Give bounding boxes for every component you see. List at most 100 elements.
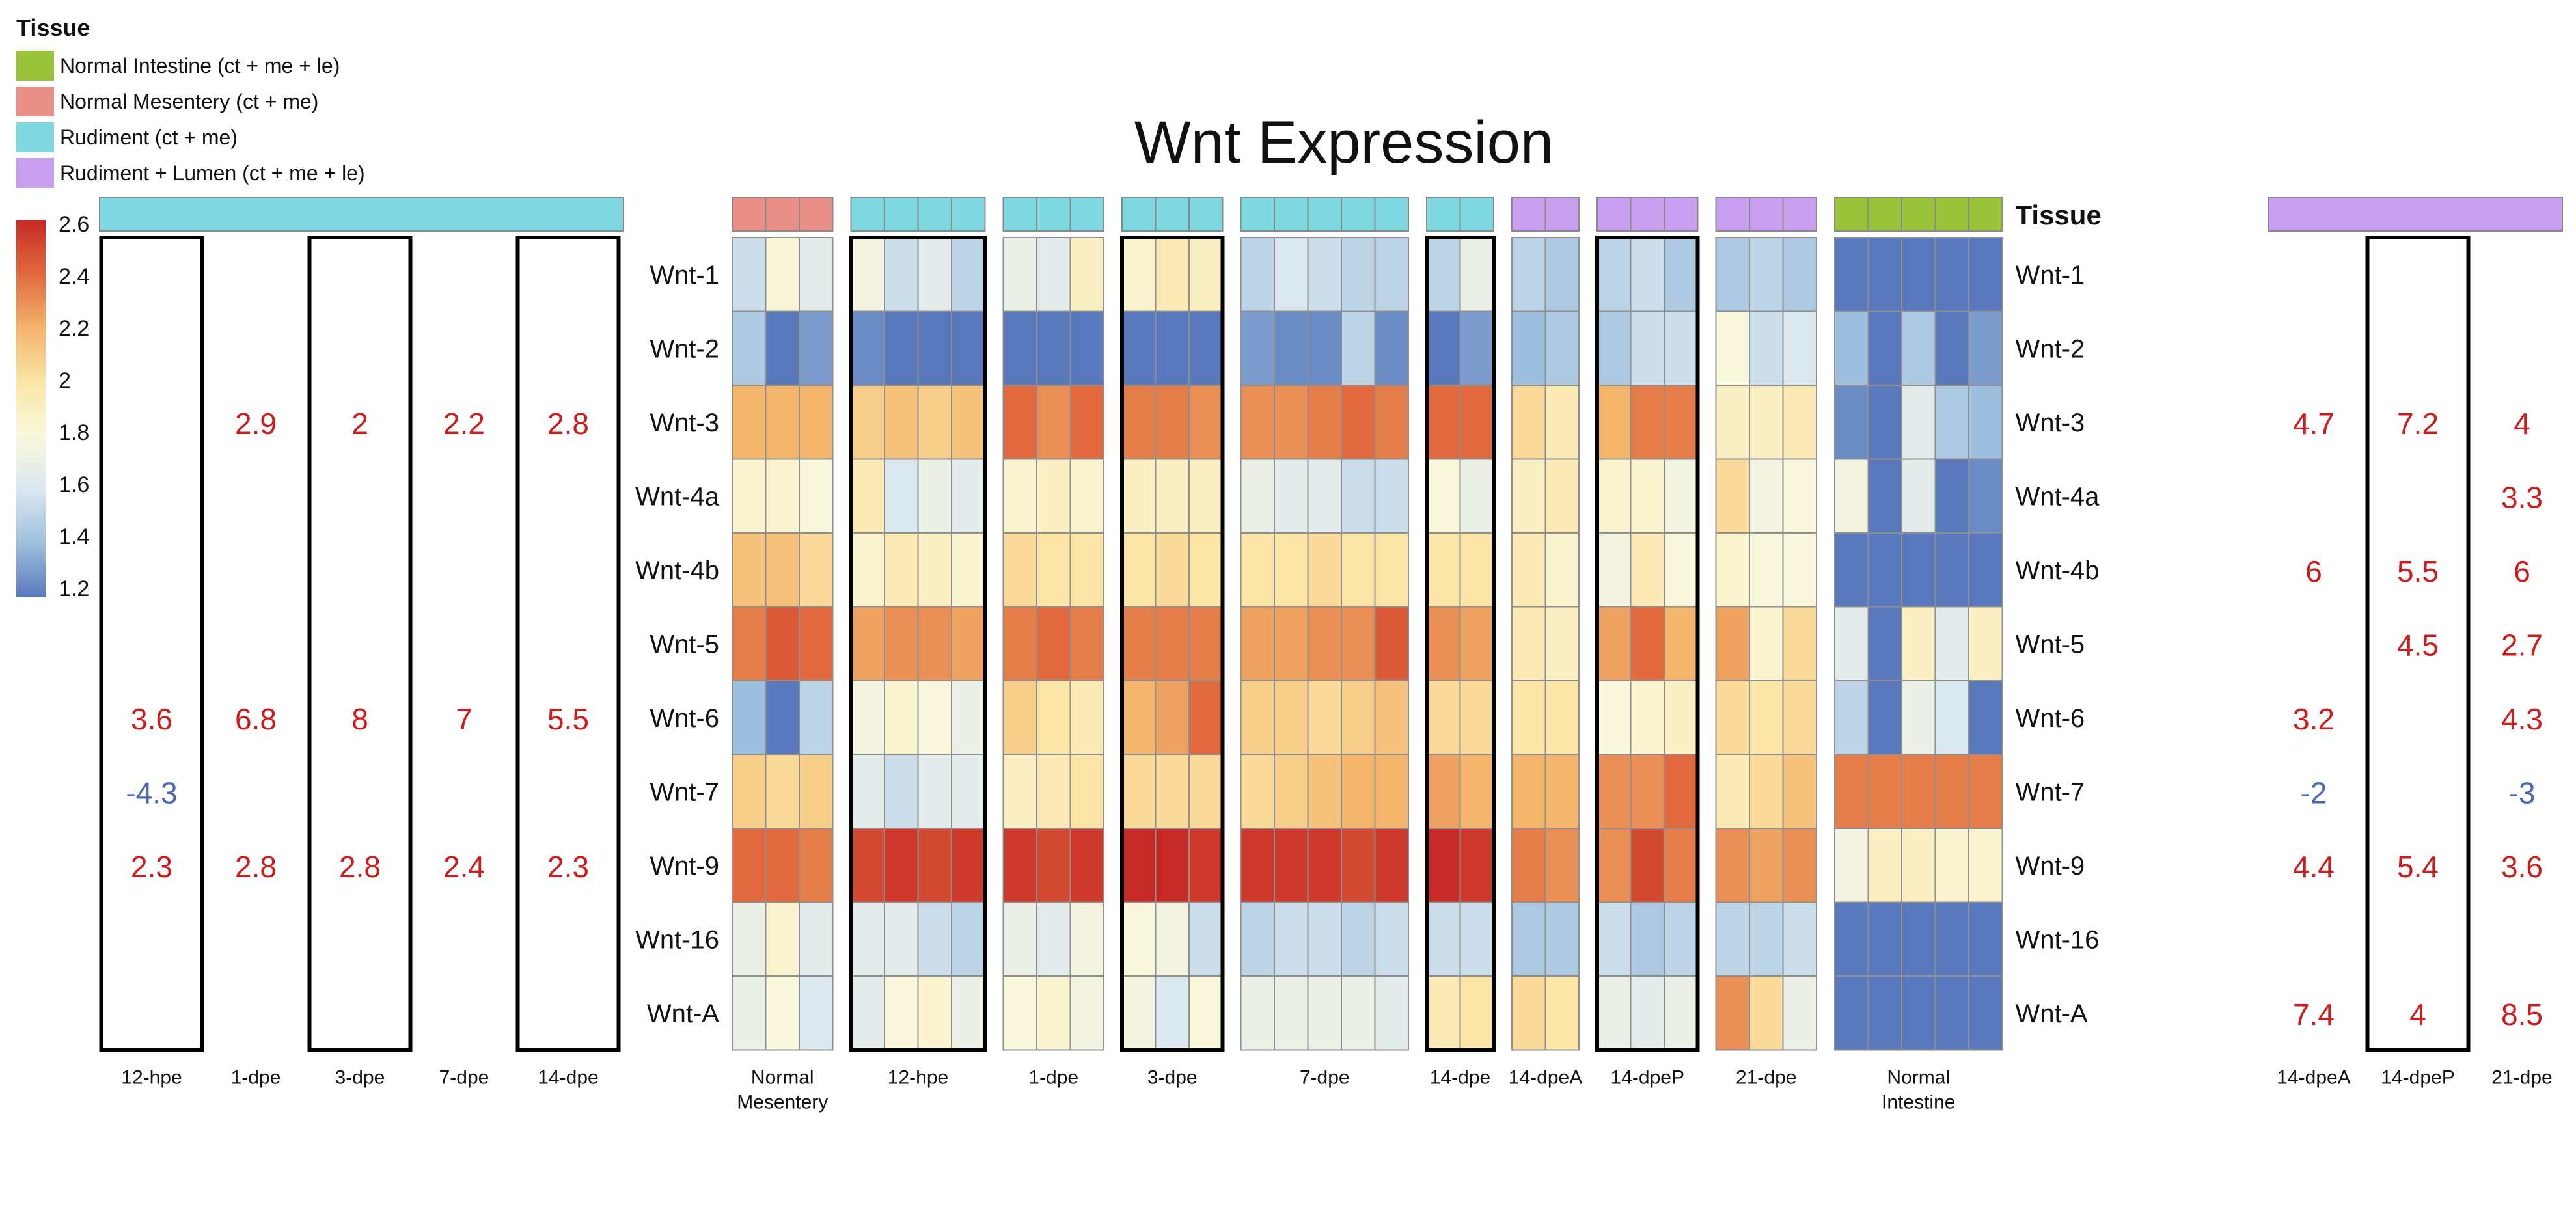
legend-swatch [16,158,54,188]
heatmap-cell [1069,606,1104,681]
heatmap-cell [1374,901,1409,977]
heatmap-cell [1188,901,1224,977]
heatmap-cell [799,310,834,386]
heatmap-cell [1374,458,1409,534]
heatmap-cell [1155,680,1190,755]
heatmap-cell [850,975,885,1051]
heatmap-cell [1782,532,1817,608]
gene-label-right: Wnt-4a [2016,482,2100,511]
heatmap-cell [1664,828,1699,903]
heatmap-cell [1715,975,1750,1051]
color-scale-tick: 1.2 [59,577,89,601]
heatmap-cell [1664,975,1699,1051]
heatmap-cell [1596,754,1632,829]
heatmap-cell [1459,458,1494,534]
heatmap-cell [1341,532,1376,608]
heatmap-cell [732,901,767,977]
heatmap-cell [1002,828,1037,903]
heatmap-cell [1307,237,1342,312]
heatmap-cell [1749,237,1784,312]
heatmap-cell [1155,975,1190,1051]
fold-change-value: 4.7 [2293,407,2335,441]
tissue-cell [850,197,885,232]
heatmap-cell [1664,606,1699,681]
tissue-cell [1188,197,1224,232]
heatmap-cell [1002,458,1037,534]
tissue-cell [917,197,952,232]
heatmap-cell [1834,237,1869,312]
heatmap-cell [765,828,800,903]
gene-label-left: Wnt-1 [650,261,719,290]
tissue-cell [1901,197,1936,232]
tissue-cell [1459,197,1494,232]
heatmap-cell [799,458,834,534]
tissue-cell [732,197,767,232]
group-label: 7-dpe [1300,1067,1350,1089]
fold-change-value: 4.5 [2397,628,2439,662]
heatmap-cell [1544,901,1580,977]
heatmap-cell [1715,680,1750,755]
tissue-cell [1749,197,1784,232]
heatmap-cell [1934,754,1969,829]
heatmap-cell [1121,828,1157,903]
heatmap-cell [1867,310,1902,386]
tissue-cell [1934,197,1969,232]
heatmap-cell [1934,680,1969,755]
fold-change-value: 3.3 [2501,480,2543,514]
heatmap-cell [1834,310,1869,386]
heatmap-cell [1749,754,1784,829]
heatmap-cell [1867,680,1902,755]
heatmap-cell [1155,754,1190,829]
heatmap-cell [1002,754,1037,829]
heatmap-cell [1274,532,1309,608]
gene-label-right: Wnt-3 [2016,409,2085,437]
heatmap-cell [1901,828,1936,903]
heatmap-cell [884,458,919,534]
heatmap-cell [1240,606,1275,681]
fold-change-box [2365,236,2471,1052]
fold-change-box [515,236,621,1052]
heatmap-cell [1934,606,1969,681]
fold-change-value: 2 [351,407,368,441]
heatmap-cell [1834,975,1869,1051]
heatmap-cell [917,828,952,903]
heatmap-cell [1121,975,1157,1051]
heatmap-cell [1664,385,1699,460]
heatmap-cell [799,754,834,829]
tissue-cell [1307,197,1342,232]
heatmap-cell [1901,901,1936,977]
heatmap-cell [1782,385,1817,460]
heatmap-cell [1240,385,1275,460]
heatmap-cell [1968,901,2003,977]
heatmap-cell [1307,458,1342,534]
heatmap-cell [1901,237,1936,312]
heatmap-cell [1069,828,1104,903]
tissue-cell [1002,197,1037,232]
heatmap-cell [1749,680,1784,755]
heatmap-cell [1307,310,1342,386]
heatmap-cell [732,680,767,755]
heatmap-cell [1274,606,1309,681]
heatmap-cell [1715,385,1750,460]
heatmap-cell [1630,901,1665,977]
heatmap-cell [1901,754,1936,829]
heatmap-cell [1630,310,1665,386]
heatmap-cell [1901,310,1936,386]
heatmap-cell [1069,532,1104,608]
left-fold-change-table: 3.6 -4.3 2.3 12-hpe 2.9 6.8 2.8 1-dpe 2 8 2.8 3-dpe… [99,197,624,1089]
fold-change-value: 2.4 [443,850,485,884]
heatmap-cell [799,901,834,977]
group-label: 14-dpe [1430,1067,1490,1089]
heatmap-cell [951,975,986,1051]
heatmap-cell [1511,532,1546,608]
color-scale-tick: 1.4 [59,524,89,549]
fold-change-column-label: 1-dpe [231,1067,281,1089]
heatmap-cell [1544,532,1580,608]
heatmap-cell [1374,237,1409,312]
heatmap-cell [1968,828,2003,903]
heatmap-cell [1968,532,2003,608]
heatmap-cell [1307,606,1342,681]
gene-label-left: Wnt-2 [650,334,719,363]
heatmap-cell [1544,310,1580,386]
